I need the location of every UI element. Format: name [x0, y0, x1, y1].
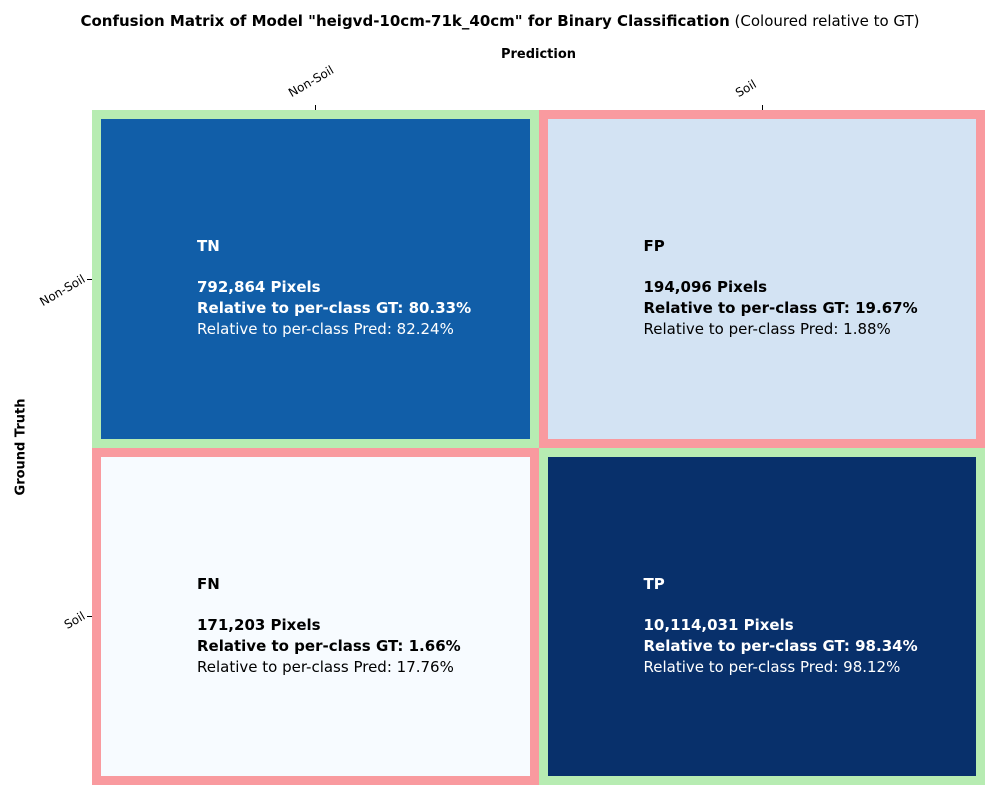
chart-title-main: Confusion Matrix of Model "heigvd-10cm-7… — [80, 12, 730, 30]
x-tick-label: Soil — [732, 77, 759, 100]
x-tick-label: Non-Soil — [286, 62, 337, 100]
cell-annotation: TP 10,114,031 Pixels Relative to per-class… — [644, 575, 918, 678]
cell-abbr: TN — [197, 237, 220, 255]
cell-relative-pred: Relative to per-class Pred: 82.24% — [197, 320, 454, 338]
matrix-cell-tn: TN 792,864 Pixels Relative to per-class GT… — [92, 110, 539, 448]
cell-relative-pred: Relative to per-class Pred: 98.12% — [643, 657, 901, 676]
y-tick-mark — [87, 278, 92, 280]
cell-relative-gt: Relative to per-class GT: 19.67% — [643, 299, 918, 317]
chart-title: Confusion Matrix of Model "heigvd-10cm-7… — [0, 12, 1000, 30]
cell-relative-gt: Relative to per-class GT: 1.66% — [197, 636, 461, 655]
matrix-cell-fp: FP 194,096 Pixels Relative to per-class GT… — [538, 110, 985, 448]
cell-relative-gt: Relative to per-class GT: 80.33% — [197, 299, 472, 317]
cell-pixel-count: 171,203 Pixels — [197, 615, 321, 634]
x-axis-label: Prediction — [500, 47, 577, 62]
cell-pixel-count: 194,096 Pixels — [643, 278, 768, 296]
cell-annotation: FN 171,203 Pixels Relative to per-class GT… — [197, 575, 461, 678]
cell-annotation: FP 194,096 Pixels Relative to per-class GT… — [644, 237, 918, 340]
cell-pixel-count: 10,114,031 Pixels — [643, 615, 794, 634]
y-axis-label: Ground Truth — [13, 398, 29, 496]
cell-abbr: FP — [643, 237, 665, 255]
cell-pixel-count: 792,864 Pixels — [197, 278, 321, 296]
cell-annotation: TN 792,864 Pixels Relative to per-class GT… — [197, 237, 471, 340]
matrix-cell-fn: FN 171,203 Pixels Relative to per-class GT… — [92, 447, 539, 785]
cell-abbr: TP — [643, 574, 665, 593]
cell-relative-pred: Relative to per-class Pred: 17.76% — [197, 657, 454, 676]
chart-subtitle: (Coloured relative to GT) — [734, 12, 920, 30]
cell-relative-pred: Relative to per-class Pred: 1.88% — [643, 320, 891, 338]
matrix-cell-tp: TP 10,114,031 Pixels Relative to per-class… — [538, 447, 985, 785]
y-tick-label: Soil — [61, 609, 88, 633]
y-tick-mark — [87, 616, 92, 618]
x-tick-mark — [315, 105, 317, 110]
y-tick-label: Non-Soil — [37, 271, 88, 309]
x-tick-mark — [761, 105, 763, 110]
cell-abbr: FN — [197, 574, 220, 593]
cell-relative-gt: Relative to per-class GT: 98.34% — [643, 636, 918, 655]
